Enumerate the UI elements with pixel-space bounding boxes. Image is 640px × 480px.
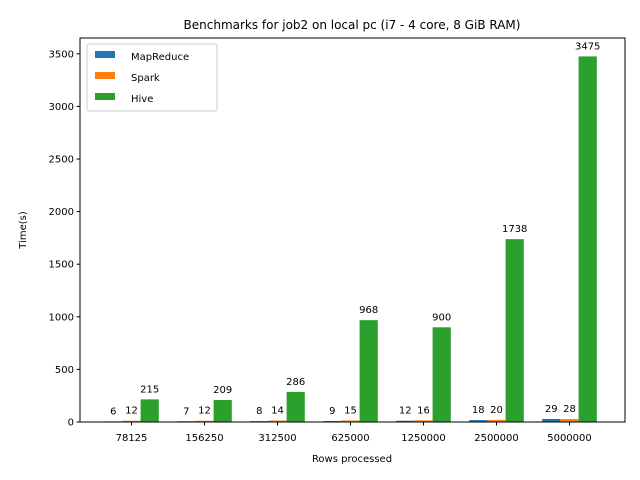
data-label: 286 (286, 377, 305, 388)
x-tick-label: 1250000 (401, 433, 446, 444)
data-label: 968 (359, 305, 378, 316)
data-label: 20 (490, 405, 503, 416)
x-tick-label: 78125 (116, 433, 148, 444)
y-tick-label: 1500 (49, 260, 74, 271)
y-tick-label: 2000 (49, 207, 74, 218)
data-label: 12 (125, 406, 138, 417)
legend-label: Hive (131, 94, 153, 105)
legend-swatch (95, 51, 115, 58)
bar-spark (560, 419, 579, 422)
bar-hive (286, 391, 305, 422)
bar-hive (213, 400, 232, 422)
y-tick-label: 3500 (49, 49, 74, 60)
legend-label: Spark (131, 73, 160, 84)
data-label: 1738 (502, 224, 527, 235)
y-tick-label: 0 (68, 418, 74, 429)
bar-spark (122, 420, 141, 422)
bar-spark (268, 420, 287, 422)
y-tick-label: 1000 (49, 312, 74, 323)
chart-title: Benchmarks for job2 on local pc (i7 - 4 … (184, 18, 521, 32)
data-label: 9 (329, 406, 335, 417)
bar-spark (341, 420, 360, 422)
x-tick-label: 625000 (331, 433, 369, 444)
x-tick-label: 2500000 (474, 433, 519, 444)
bar-mapreduce (542, 418, 561, 422)
data-label: 3475 (575, 41, 600, 52)
x-tick-label: 312500 (258, 433, 296, 444)
y-tick-label: 2500 (49, 154, 74, 165)
data-label: 8 (256, 406, 262, 417)
data-label: 28 (563, 404, 576, 415)
data-label: 6 (110, 406, 116, 417)
bar-hive (578, 56, 597, 423)
bar-hive (505, 239, 524, 422)
y-tick-label: 3000 (49, 102, 74, 113)
bar-hive (140, 399, 159, 422)
data-label: 900 (432, 312, 451, 323)
y-axis-label: Time(s) (18, 211, 29, 250)
data-label: 12 (399, 406, 412, 417)
bar-hive (359, 320, 378, 422)
data-label: 12 (198, 406, 211, 417)
data-label: 16 (417, 405, 430, 416)
data-label: 29 (545, 404, 558, 415)
bar-spark (195, 420, 214, 422)
data-label: 15 (344, 405, 357, 416)
data-label: 209 (213, 385, 232, 396)
data-label: 7 (183, 406, 189, 417)
legend: MapReduce Spark Hive (86, 43, 218, 112)
x-axis-label: Rows processed (312, 454, 392, 465)
data-label: 18 (472, 405, 485, 416)
y-tick-label: 500 (55, 365, 74, 376)
legend-frame (86, 43, 218, 112)
plot-frame (79, 37, 626, 423)
legend-swatch (95, 93, 115, 100)
x-tick-label: 5000000 (547, 433, 592, 444)
legend-label: MapReduce (131, 52, 189, 63)
legend-swatch (95, 72, 115, 79)
bar-mapreduce (396, 420, 415, 422)
bar-mapreduce (469, 420, 488, 422)
bar-spark (414, 420, 433, 422)
data-label: 14 (271, 406, 284, 417)
data-label: 215 (140, 384, 159, 395)
bar-spark (487, 419, 506, 422)
bar-hive (432, 327, 451, 422)
x-tick-label: 156250 (185, 433, 223, 444)
